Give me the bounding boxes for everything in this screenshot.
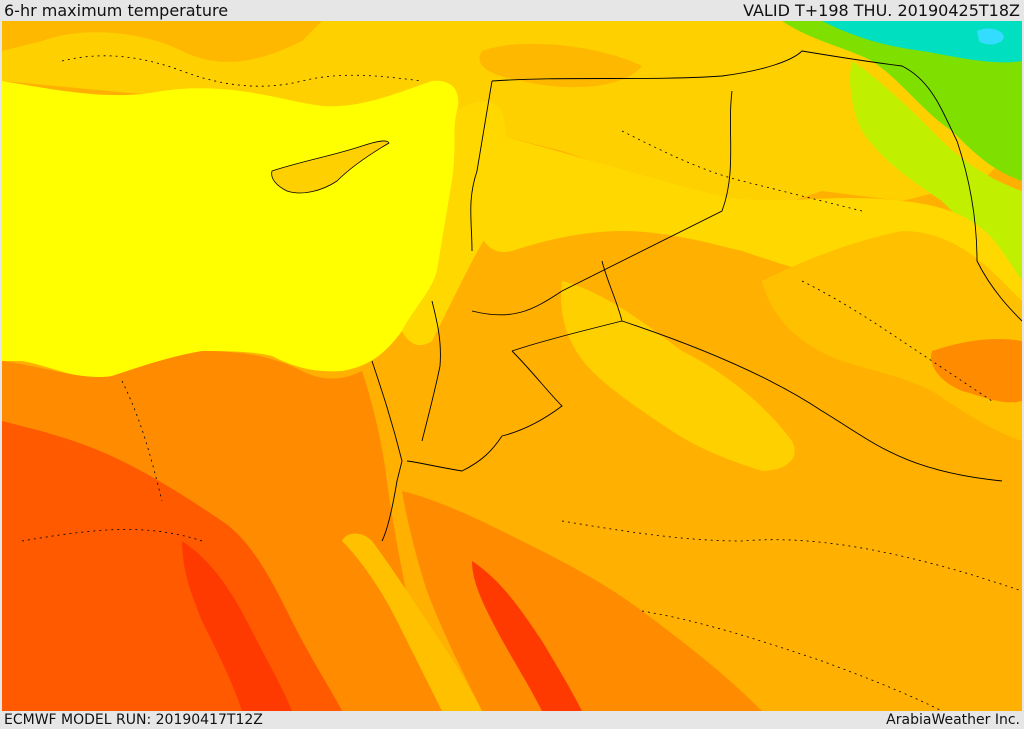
- jordan-pale-region: [561, 281, 795, 471]
- map-title: 6-hr maximum temperature: [4, 1, 229, 20]
- model-run: ECMWF MODEL RUN: 20190417T12Z: [4, 712, 263, 728]
- temperature-field: [2, 21, 1022, 711]
- credit: ArabiaWeather Inc.: [886, 712, 1020, 728]
- cyprus-island: [271, 140, 390, 194]
- iraq-warm-spot: [931, 339, 1022, 403]
- red-sea: [342, 533, 482, 711]
- cool-yellowgreen-area: [850, 61, 1022, 281]
- map-footer: ECMWF MODEL RUN: 20190417T12Z ArabiaWeat…: [0, 711, 1024, 729]
- nile-valley-hottest: [182, 541, 292, 711]
- hejaz-hottest-strip: [472, 561, 582, 711]
- levant-pale-band: [402, 101, 508, 346]
- cyan-spot: [977, 28, 1004, 45]
- north-orange-patches: [2, 21, 642, 88]
- north-warm-band: [2, 21, 1022, 211]
- temperature-map[interactable]: [2, 21, 1022, 711]
- mediterranean-sea: [2, 80, 459, 378]
- cold-cyan-area: [822, 21, 1022, 63]
- valid-time: VALID T+198 THU. 20190425T18Z: [743, 1, 1020, 20]
- admin-borders: [21, 55, 1022, 711]
- country-borders: [371, 50, 1022, 542]
- sinai-warm: [302, 421, 388, 541]
- saudi-hot-belt: [402, 491, 762, 711]
- map-header: 6-hr maximum temperature VALID T+198 THU…: [0, 0, 1024, 21]
- egypt-hottest-region: [2, 421, 342, 711]
- cool-green-area: [782, 21, 1022, 181]
